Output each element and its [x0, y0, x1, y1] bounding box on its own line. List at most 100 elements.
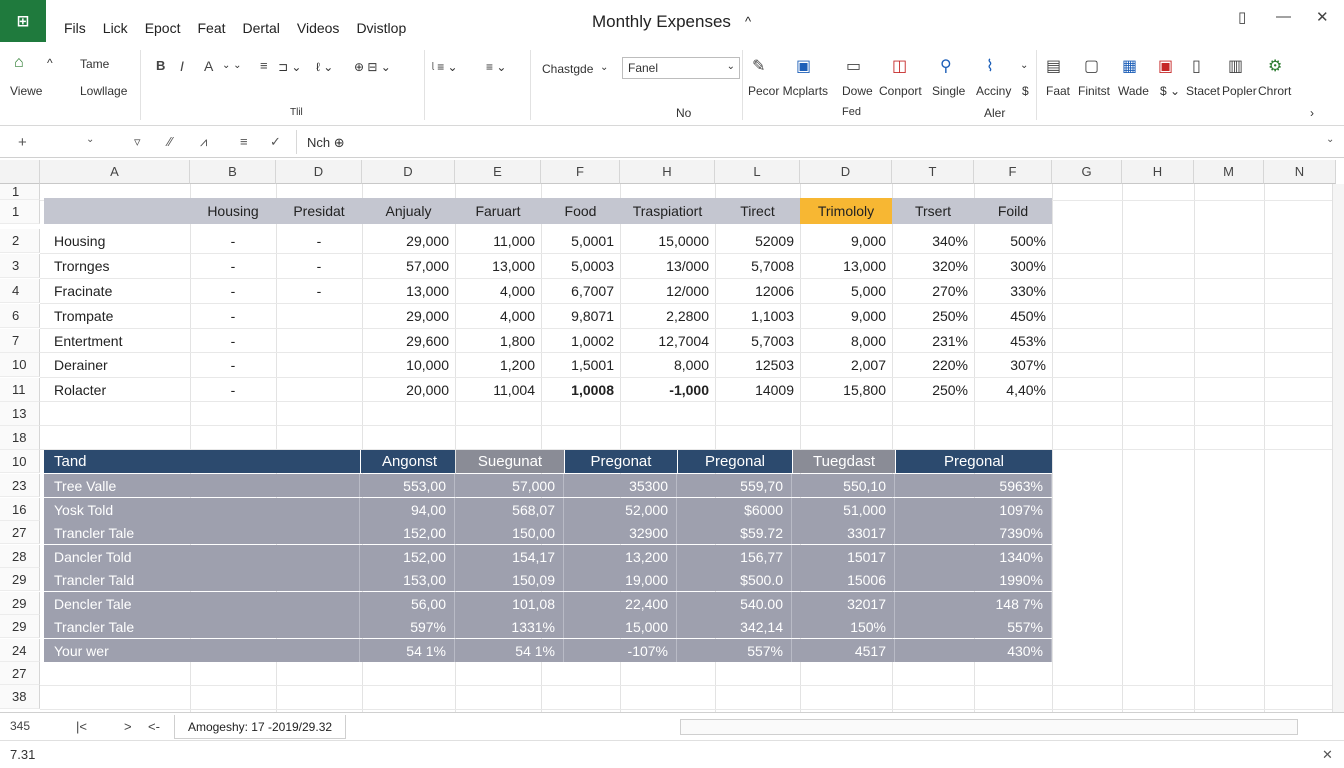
data-cell[interactable]: 250%	[932, 308, 968, 324]
table1-header-cell[interactable]: Foild	[997, 203, 1029, 219]
data-cell[interactable]: 4,000	[499, 283, 535, 299]
row-header[interactable]: 24	[0, 639, 40, 662]
table1-header-cell-highlighted[interactable]: Trimololy	[800, 198, 892, 224]
data-cell[interactable]: 29,000	[406, 233, 449, 249]
column-header[interactable]: G	[1052, 160, 1122, 184]
data-cell[interactable]: 12,7004	[658, 333, 709, 349]
data-cell[interactable]: 1,0002	[571, 333, 614, 349]
data-cell[interactable]: 13/000	[666, 258, 709, 274]
table2-data-cell[interactable]: 553,00	[361, 474, 455, 497]
conport-icon[interactable]: ◫	[892, 58, 908, 75]
column-header[interactable]: L	[715, 160, 800, 184]
row-header[interactable]: 10	[0, 353, 40, 377]
table2-label-cell[interactable]: Dencler Tale	[44, 592, 360, 615]
accinny-button[interactable]: Acciny	[976, 84, 1012, 98]
menu-item-dertal[interactable]: Dertal	[242, 20, 280, 36]
data-cell[interactable]: 5,000	[850, 283, 886, 299]
row-label-cell[interactable]: Housing	[54, 233, 106, 249]
row-header[interactable]: 27	[0, 662, 40, 685]
view-button[interactable]: Viewe	[10, 84, 43, 98]
table2-data-cell[interactable]: 51,000	[793, 498, 895, 521]
menu-item-feat[interactable]: Feat	[197, 20, 226, 36]
row-label-cell[interactable]: Derainer	[54, 357, 108, 373]
column-header[interactable]: D	[276, 160, 362, 184]
bold-icon[interactable]: B	[156, 58, 166, 73]
table2-data-cell[interactable]: 32900	[565, 521, 677, 544]
table2-data-cell[interactable]: 7390%	[896, 521, 1052, 544]
data-cell[interactable]: 20,000	[406, 382, 449, 398]
font-color-icon[interactable]: A	[204, 58, 214, 74]
first-sheet-icon[interactable]: |<	[76, 719, 87, 734]
font-dropdown-icon[interactable]: ⌄ ⌄	[222, 60, 242, 71]
table2-data-cell[interactable]: 154,17	[456, 545, 564, 568]
wade-icon[interactable]: ▦	[1122, 58, 1138, 75]
table2-data-cell[interactable]: 152,00	[361, 545, 455, 568]
font-name-input[interactable]: Fanel ⌄	[622, 57, 740, 79]
data-cell[interactable]: -1,000	[669, 382, 709, 398]
align-icon[interactable]: ≡	[260, 58, 268, 73]
status-close-icon[interactable]: ✕	[1322, 747, 1333, 762]
data-cell[interactable]: -	[230, 233, 236, 249]
table2-data-cell[interactable]: 15006	[793, 568, 895, 591]
conport-button[interactable]: Conport	[879, 84, 922, 98]
row-label-cell[interactable]: Trompate	[54, 308, 114, 324]
italic-icon[interactable]: I	[180, 58, 184, 74]
table2-data-cell[interactable]: 153,00	[361, 568, 455, 591]
format-icon[interactable]: ℓ ⌄	[316, 60, 334, 74]
peror-button[interactable]: Pecor Mcplarts	[748, 84, 829, 98]
row-header[interactable]: 23	[0, 474, 40, 497]
data-cell[interactable]: 57,000	[406, 258, 449, 274]
menu-item-epoct[interactable]: Epoct	[144, 20, 181, 36]
row-header[interactable]: 18	[0, 426, 40, 450]
table2-data-cell[interactable]: 57,000	[456, 474, 564, 497]
wrap-icon[interactable]: ᶩ ≡ ⌄	[432, 60, 458, 74]
data-cell[interactable]: 52009	[755, 233, 794, 249]
data-cell[interactable]: 1,200	[499, 357, 535, 373]
data-cell[interactable]: -	[316, 233, 322, 249]
table2-data-cell[interactable]: -107%	[565, 639, 677, 662]
data-cell[interactable]: 453%	[1010, 333, 1046, 349]
data-cell[interactable]: 29,000	[406, 308, 449, 324]
data-cell[interactable]: -	[230, 258, 236, 274]
data-cell[interactable]: -	[230, 308, 236, 324]
data-cell[interactable]: 270%	[932, 283, 968, 299]
table2-data-cell[interactable]: 156,77	[678, 545, 792, 568]
data-cell[interactable]: 1,1003	[751, 308, 794, 324]
chevron-down-icon[interactable]: ⌄	[726, 61, 735, 72]
list-icon[interactable]: ≡	[240, 134, 248, 149]
data-cell[interactable]: 9,000	[850, 233, 886, 249]
data-cell[interactable]: 5,7003	[751, 333, 794, 349]
column-header[interactable]: A	[40, 160, 190, 184]
table2-header-cell[interactable]: Pregonat	[565, 450, 677, 473]
data-cell[interactable]: 500%	[1010, 233, 1046, 249]
chastgde-chevron-icon[interactable]: ⌄	[600, 62, 609, 73]
row-header[interactable]: 16	[0, 498, 40, 521]
data-cell[interactable]: 2,2800	[666, 308, 709, 324]
merge-icon[interactable]: ⊐ ⌄	[278, 60, 302, 74]
chrort-icon[interactable]: ⚙	[1268, 58, 1283, 75]
table2-label-cell[interactable]: Trancler Tale	[44, 615, 360, 638]
table2-data-cell[interactable]: 52,000	[565, 498, 677, 521]
table1-header-cell[interactable]: Anjualy	[385, 203, 432, 219]
menu-item-file[interactable]: Fils	[64, 20, 86, 36]
data-cell[interactable]: 12006	[755, 283, 794, 299]
popler-button[interactable]: Popler	[1222, 84, 1257, 98]
template-icon[interactable]: ▣	[796, 58, 812, 75]
data-cell[interactable]: 12503	[755, 357, 794, 373]
table2-data-cell[interactable]: 150%	[793, 615, 895, 638]
data-cell[interactable]: 6,7007	[571, 283, 614, 299]
column-header[interactable]: M	[1194, 160, 1264, 184]
prev-sheet-icon[interactable]: <-	[148, 719, 160, 734]
check-icon[interactable]: ✓	[270, 134, 281, 149]
border-icon[interactable]: ⊕ ⊟ ⌄	[354, 60, 391, 74]
tame-button[interactable]: Tame	[80, 57, 110, 71]
table2-header-cell[interactable]: Suegunat	[456, 450, 564, 473]
data-cell[interactable]: -	[316, 283, 322, 299]
menu-item-lick[interactable]: Lick	[102, 20, 128, 36]
finitst-button[interactable]: Finitst	[1078, 84, 1111, 98]
data-cell[interactable]: 12/000	[666, 283, 709, 299]
accinny-icon[interactable]: ⌇	[986, 58, 994, 75]
table2-data-cell[interactable]: 430%	[896, 639, 1052, 662]
table1-header-cell[interactable]: Presidat	[293, 203, 345, 219]
data-cell[interactable]: 220%	[932, 357, 968, 373]
